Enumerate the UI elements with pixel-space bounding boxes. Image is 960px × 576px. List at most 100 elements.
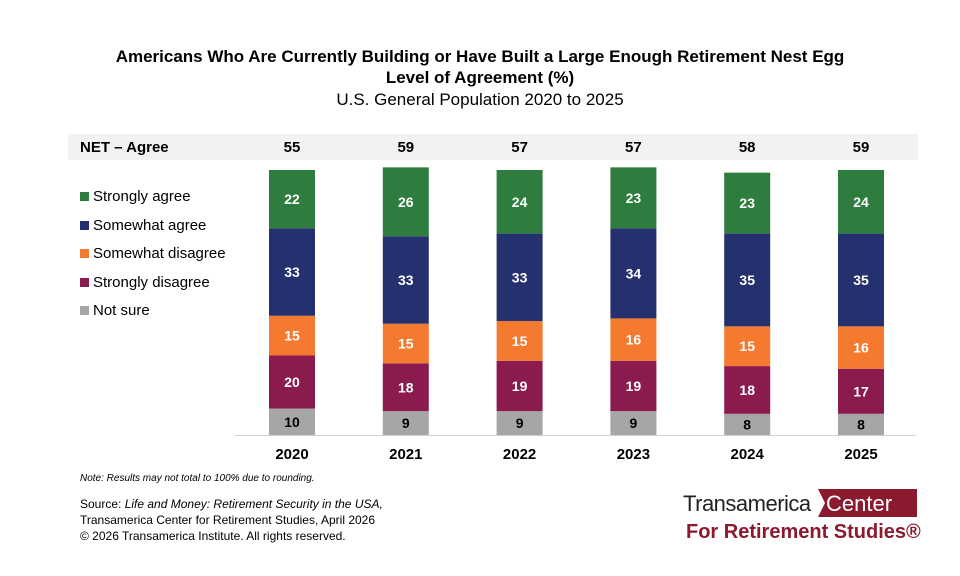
data-label: 33 bbox=[284, 264, 300, 280]
data-label: 33 bbox=[398, 272, 414, 288]
data-label: 15 bbox=[512, 333, 528, 349]
bar-segment bbox=[269, 355, 315, 409]
data-label: 15 bbox=[284, 328, 300, 344]
x-tick-label: 2020 bbox=[275, 446, 308, 463]
data-label: 16 bbox=[626, 332, 642, 348]
logo-for-retirement-studies: For Retirement Studies® bbox=[686, 521, 921, 543]
data-label: 15 bbox=[739, 338, 755, 354]
data-label: 35 bbox=[739, 272, 755, 288]
legend-item: Somewhat disagree bbox=[80, 245, 226, 262]
legend-swatch bbox=[80, 192, 89, 201]
data-label: 22 bbox=[284, 191, 300, 207]
net-agree-label: NET – Agree bbox=[80, 139, 169, 156]
net-agree-value: 57 bbox=[625, 139, 642, 156]
data-label: 18 bbox=[739, 382, 755, 398]
bar-segment bbox=[382, 323, 429, 364]
net-agree-value: 55 bbox=[283, 139, 301, 156]
legend-label: Somewhat agree bbox=[93, 216, 207, 234]
data-label: 9 bbox=[516, 415, 524, 431]
bar-segment bbox=[496, 233, 543, 322]
bar-segment bbox=[269, 315, 315, 356]
data-label: 9 bbox=[402, 415, 410, 431]
legend-label: Not sure bbox=[93, 302, 150, 319]
data-label: 17 bbox=[853, 383, 869, 399]
x-tick-label: 2023 bbox=[617, 446, 650, 463]
data-label: 18 bbox=[398, 379, 414, 395]
net-agree-value: 59 bbox=[852, 139, 870, 156]
data-label: 10 bbox=[284, 414, 300, 430]
bar-segment bbox=[838, 326, 884, 369]
data-label: 34 bbox=[626, 265, 642, 281]
source-prefix: Source: bbox=[80, 497, 125, 511]
chart-subtitle-2: U.S. General Population 2020 to 2025 bbox=[336, 90, 624, 109]
logo-center-box bbox=[818, 489, 917, 517]
rounding-note: Note: Results may not total to 100% due … bbox=[80, 473, 315, 484]
data-label: 26 bbox=[398, 194, 414, 210]
bar-segment bbox=[610, 318, 657, 361]
legend-label: Strongly agree bbox=[93, 188, 191, 205]
chart-title: Americans Who Are Currently Building or … bbox=[115, 47, 845, 66]
bar-segment bbox=[724, 413, 771, 435]
bar-segment bbox=[838, 413, 884, 435]
bar-segment bbox=[496, 360, 543, 412]
data-label: 35 bbox=[853, 272, 869, 288]
net-agree-band bbox=[68, 134, 918, 160]
legend-swatch bbox=[80, 306, 89, 315]
logo-transamerica: Transamerica bbox=[683, 491, 811, 516]
bar-segment bbox=[724, 366, 771, 414]
source-title: Life and Money: Retirement Security in t… bbox=[124, 497, 383, 511]
data-label: 8 bbox=[857, 416, 865, 432]
data-label: 19 bbox=[626, 378, 642, 394]
x-tick-label: 2025 bbox=[844, 446, 877, 463]
bar-segment bbox=[269, 228, 315, 316]
copyright: © 2026 Transamerica Institute. All right… bbox=[80, 529, 346, 543]
legend-swatch bbox=[80, 249, 89, 258]
net-agree-value: 59 bbox=[397, 139, 415, 156]
x-tick-label: 2022 bbox=[503, 446, 536, 463]
data-label: 20 bbox=[284, 374, 300, 390]
net-agree-value: 57 bbox=[511, 139, 528, 156]
bar-segment bbox=[838, 368, 884, 414]
legend-item: Not sure bbox=[80, 302, 150, 319]
bar-segment bbox=[382, 236, 429, 324]
bar-segment bbox=[724, 233, 771, 327]
bar-segment bbox=[496, 321, 543, 361]
bar-segment bbox=[610, 411, 657, 435]
bar-segment bbox=[496, 411, 543, 435]
bar-segment bbox=[496, 170, 543, 234]
legend-item: Strongly agree bbox=[80, 188, 191, 205]
bar-segment bbox=[610, 228, 657, 319]
bar-segment bbox=[382, 411, 429, 435]
bar-segment bbox=[382, 167, 429, 237]
data-label: 8 bbox=[743, 416, 751, 432]
bar-segment bbox=[838, 233, 884, 327]
bar-segment bbox=[382, 363, 429, 412]
data-label: 24 bbox=[853, 194, 869, 210]
bar-segment bbox=[724, 326, 771, 367]
data-label: 24 bbox=[512, 194, 528, 210]
x-tick-label: 2024 bbox=[731, 446, 765, 463]
legend-label: Somewhat disagree bbox=[93, 245, 226, 262]
bar-segment bbox=[610, 167, 657, 229]
data-label: 16 bbox=[853, 340, 869, 356]
x-tick-label: 2021 bbox=[389, 446, 422, 463]
legend-item: Somewhat agree bbox=[80, 217, 206, 234]
source-line-2: Transamerica Center for Retirement Studi… bbox=[80, 513, 376, 527]
data-label: 23 bbox=[739, 195, 755, 211]
data-label: 33 bbox=[512, 269, 528, 285]
legend-label: Strongly disagree bbox=[93, 273, 210, 291]
bar-segment bbox=[269, 408, 315, 435]
chart-subtitle: Level of Agreement (%) bbox=[385, 68, 575, 87]
data-label: 9 bbox=[630, 415, 638, 431]
bar-segment bbox=[724, 172, 771, 234]
net-agree-value: 58 bbox=[738, 139, 756, 156]
legend-item: Strongly disagree bbox=[80, 274, 210, 291]
logo-center: Center bbox=[826, 491, 893, 516]
data-label: 15 bbox=[398, 336, 414, 352]
data-label: 23 bbox=[626, 190, 642, 206]
bar-segment bbox=[838, 170, 884, 234]
bar-segment bbox=[269, 170, 315, 229]
legend-swatch bbox=[80, 277, 89, 287]
